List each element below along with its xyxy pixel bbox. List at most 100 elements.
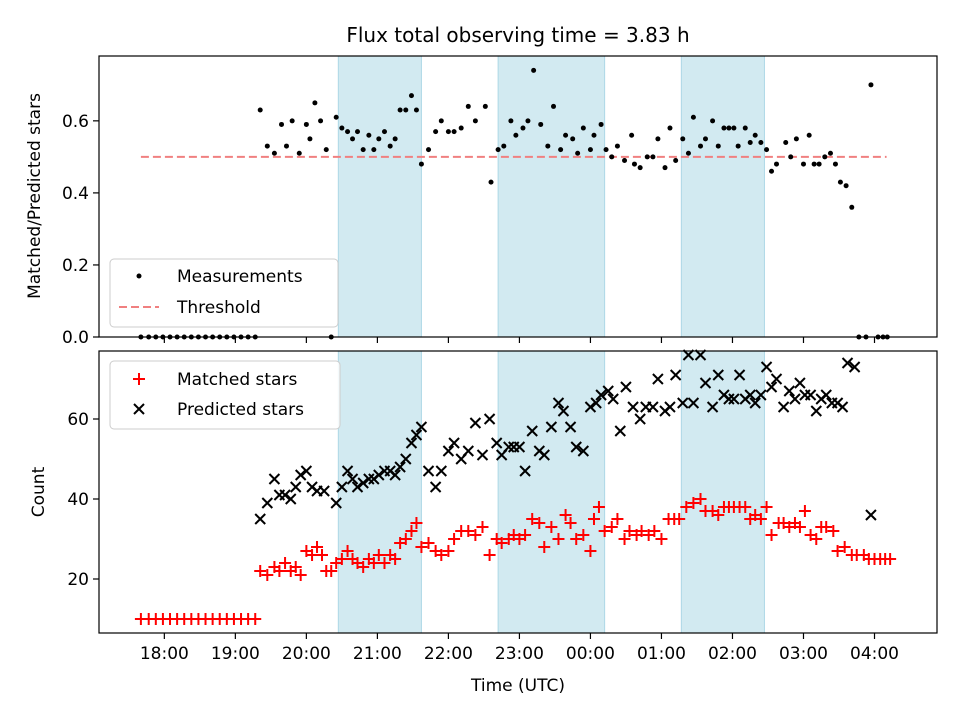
predicted-point-75 bbox=[712, 369, 724, 381]
measurement-point-83 bbox=[650, 154, 656, 160]
top-ytick-label-0: 0.0 bbox=[62, 328, 89, 348]
predicted-point-36 bbox=[469, 417, 482, 429]
measurement-point-50 bbox=[445, 129, 451, 135]
predicted-point-31 bbox=[435, 465, 448, 477]
matched-point-51 bbox=[442, 545, 455, 557]
measurement-point-30 bbox=[333, 114, 339, 120]
predicted-point-24 bbox=[394, 461, 406, 473]
measurement-point-42 bbox=[397, 107, 403, 113]
predicted-point-11 bbox=[318, 485, 330, 497]
matched-point-88 bbox=[673, 513, 686, 525]
matched-point-30 bbox=[325, 565, 338, 577]
predicted-point-8 bbox=[300, 465, 313, 477]
measurement-point-36 bbox=[366, 132, 372, 138]
measurement-point-28 bbox=[323, 147, 329, 153]
matched-point-110 bbox=[798, 505, 811, 517]
top-x-ticks bbox=[163, 337, 876, 343]
predicted-point-30 bbox=[429, 481, 442, 493]
measurement-point-55 bbox=[482, 103, 488, 109]
measurement-point-94 bbox=[715, 143, 721, 149]
measurement-point-97 bbox=[731, 125, 737, 131]
matched-point-112 bbox=[810, 533, 823, 545]
matched-point-33 bbox=[341, 545, 354, 557]
legend-predicted-label: Predicted stars bbox=[177, 400, 304, 420]
matched-point-68 bbox=[552, 533, 565, 545]
bottom-xtick-label-0: 18:00 bbox=[140, 644, 189, 664]
bottom-xtick-label-9: 03:00 bbox=[779, 644, 828, 664]
legend-measurements-label: Measurements bbox=[177, 267, 303, 287]
predicted-point-56 bbox=[595, 389, 607, 401]
measurement-point-63 bbox=[531, 67, 537, 73]
measurement-point-87 bbox=[673, 157, 679, 163]
predicted-point-35 bbox=[462, 445, 474, 457]
predicted-point-84 bbox=[760, 361, 773, 373]
predicted-point-51 bbox=[564, 421, 577, 433]
matched-point-63 bbox=[519, 529, 532, 541]
matched-point-38 bbox=[367, 557, 380, 569]
bottom-shaded-span-0 bbox=[337, 350, 422, 634]
predicted-point-99 bbox=[841, 357, 854, 369]
predicted-point-95 bbox=[820, 389, 832, 401]
measurement-point-61 bbox=[520, 125, 526, 131]
predicted-point-15 bbox=[346, 473, 359, 485]
matched-point-85 bbox=[655, 533, 668, 545]
predicted-point-16 bbox=[351, 481, 364, 493]
predicted-point-68 bbox=[669, 369, 682, 381]
matched-point-75 bbox=[592, 501, 605, 513]
measurement-point-90 bbox=[690, 114, 696, 120]
matched-point-65 bbox=[533, 517, 546, 529]
predicted-point-53 bbox=[577, 445, 590, 457]
matched-point-117 bbox=[838, 541, 851, 553]
predicted-point-49 bbox=[552, 397, 565, 409]
measurement-point-49 bbox=[438, 118, 444, 124]
predicted-point-29 bbox=[422, 465, 435, 477]
measurement-point-62 bbox=[525, 118, 531, 124]
measurement-point-70 bbox=[575, 150, 581, 156]
measurement-point-47 bbox=[426, 147, 432, 153]
top-y-ticks: 0.0 0.2 0.4 0.6 bbox=[62, 112, 99, 348]
matched-point-90 bbox=[687, 497, 700, 509]
bottom-xtick-label-3: 21:00 bbox=[353, 644, 402, 664]
predicted-point-58 bbox=[607, 393, 619, 405]
top-chart-title: Flux total observing time = 3.83 h bbox=[346, 23, 689, 47]
predicted-point-33 bbox=[448, 437, 460, 449]
measurement-point-99 bbox=[742, 125, 748, 131]
predicted-point-65 bbox=[652, 373, 664, 385]
bottom-xtick-label-2: 20:00 bbox=[282, 644, 331, 664]
predicted-point-20 bbox=[373, 469, 385, 481]
predicted-point-92 bbox=[804, 389, 817, 401]
measurement-point-27 bbox=[318, 118, 324, 124]
measurement-point-74 bbox=[598, 121, 604, 127]
measurement-point-67 bbox=[558, 147, 564, 153]
matched-point-39 bbox=[372, 549, 385, 561]
predicted-point-37 bbox=[476, 449, 489, 461]
matched-point-69 bbox=[559, 509, 572, 521]
bottom-xtick-label-8: 02:00 bbox=[708, 644, 757, 664]
measurement-point-48 bbox=[433, 129, 439, 135]
measurement-point-95 bbox=[721, 125, 727, 131]
measurement-point-44 bbox=[408, 93, 414, 99]
measurement-point-33 bbox=[350, 136, 356, 142]
predicted-point-52 bbox=[570, 441, 582, 453]
matched-point-52 bbox=[448, 533, 461, 545]
predicted-point-17 bbox=[357, 477, 369, 489]
predicted-point-0 bbox=[254, 513, 266, 525]
predicted-point-1 bbox=[261, 497, 274, 509]
measurement-point-26 bbox=[312, 100, 318, 106]
predicted-point-85 bbox=[765, 381, 778, 393]
predicted-point-59 bbox=[614, 425, 626, 437]
matched-point-74 bbox=[587, 513, 600, 525]
matched-point-27 bbox=[311, 541, 324, 553]
legend-matched-label: Matched stars bbox=[177, 370, 297, 390]
matched-point-24 bbox=[294, 569, 307, 581]
matched-point-36 bbox=[357, 561, 370, 573]
measurement-point-56 bbox=[488, 179, 494, 185]
measurement-point-69 bbox=[570, 136, 576, 142]
matched-point-44 bbox=[399, 533, 412, 545]
top-y-axis-label: Matched/Predicted stars bbox=[25, 93, 45, 299]
legend-matched-marker bbox=[133, 373, 145, 385]
measurement-point-39 bbox=[381, 129, 387, 135]
measurement-point-108 bbox=[793, 136, 799, 142]
predicted-point-79 bbox=[733, 369, 746, 381]
measurement-point-59 bbox=[508, 118, 514, 124]
